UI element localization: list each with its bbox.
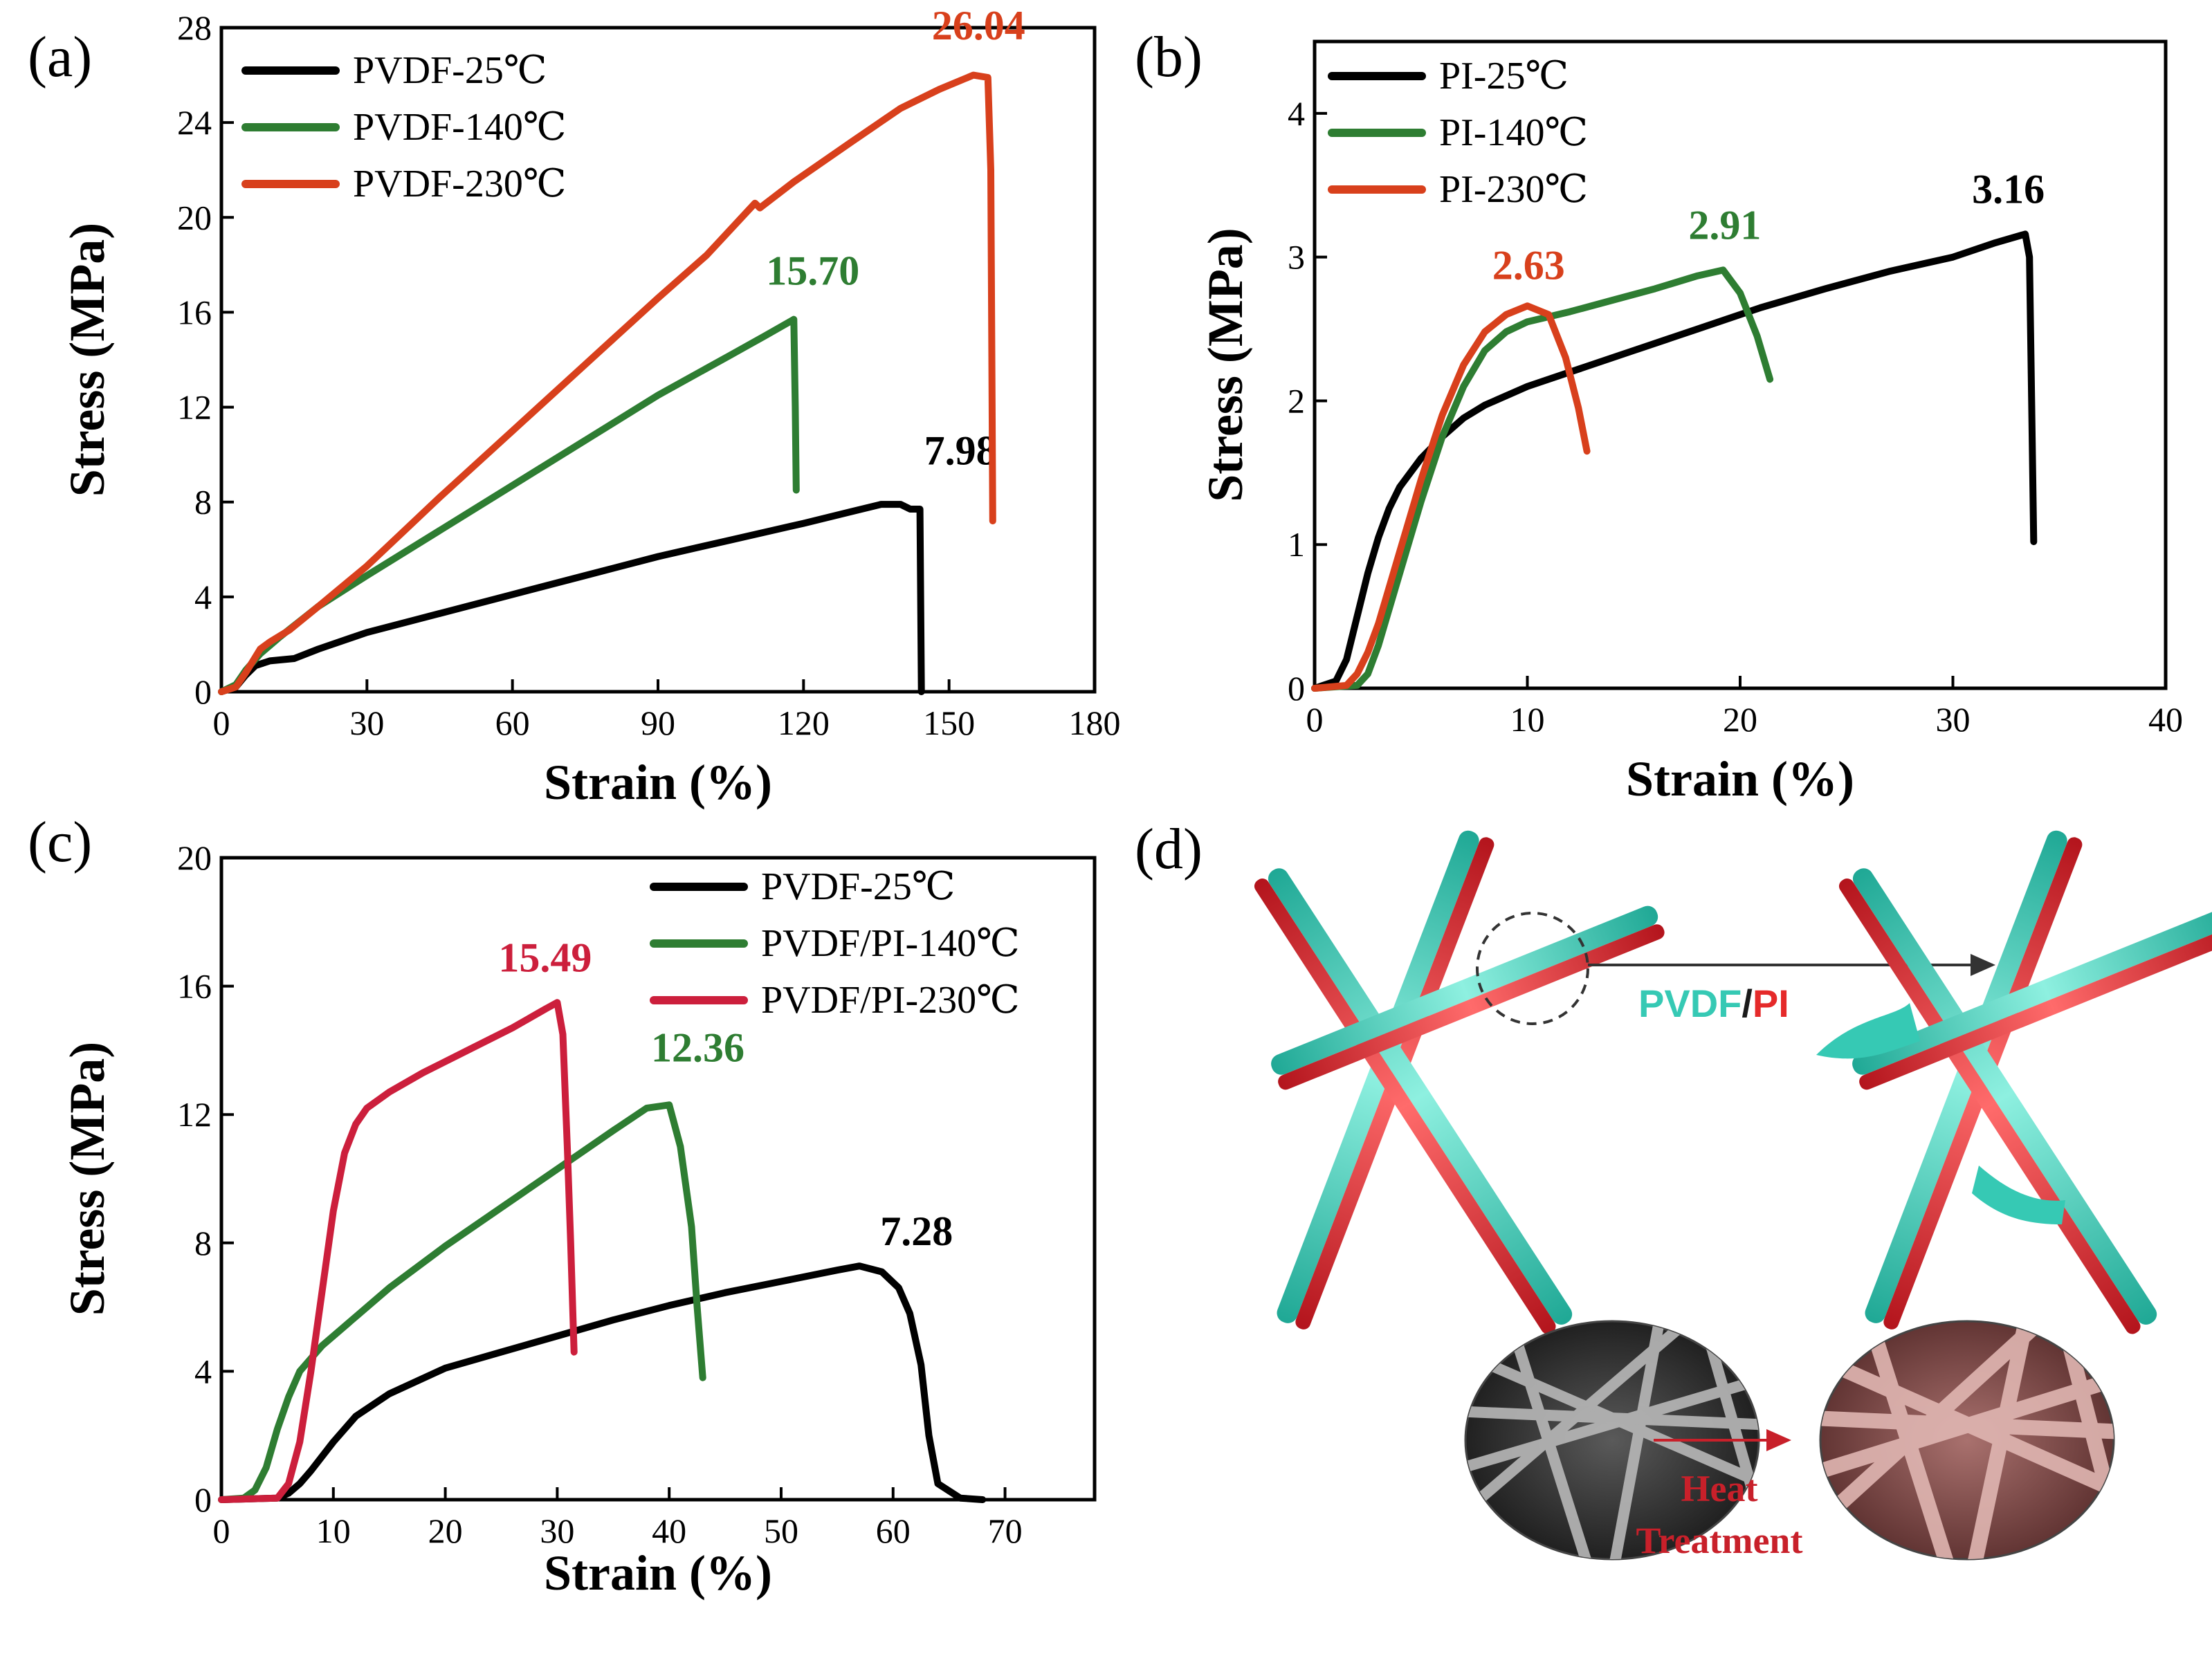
x-tick-label: 40 [652,1511,686,1550]
sem-image-before [1464,1320,1760,1561]
series-line-PVDF-25℃ [218,1262,987,1503]
x-tick-label: 60 [876,1511,911,1550]
x-tick-label: 10 [316,1511,351,1550]
y-tick-label: 24 [177,103,212,142]
y-tick-label: 16 [177,293,212,331]
panel-c-chart: (c) 0 10 20 30 40 50 60 70 0 4 8 12 16 20 Strain (%) Str… [28,810,1097,1601]
series-line-PVDF/PI-230℃ [218,999,578,1503]
y-tick-label: 8 [194,1224,212,1262]
x-tick-label: 120 [778,703,830,742]
y-tick-label: 28 [177,8,212,47]
fused-junction-lower [1972,1166,2065,1224]
sem-image-after [1819,1320,2115,1561]
x-tick-label: 20 [428,1511,463,1550]
legend-label: PI-140℃ [1439,111,1588,154]
peak-value-label: 12.36 [651,1024,744,1070]
panel-label: (c) [28,810,92,874]
y-tick-label: 4 [194,1352,212,1390]
peak-value-label: 7.28 [880,1208,953,1254]
fiber-material-label: PVDF/PI [1638,982,1789,1025]
series-line-PVDF-230℃ [218,71,996,695]
y-axis-title: Stress (MPa) [60,1042,115,1316]
legend-label: PI-25℃ [1439,55,1569,98]
x-axis-title: Strain (%) [544,1545,772,1601]
x-tick-label: 90 [641,703,675,742]
y-tick-label: 1 [1288,525,1305,564]
y-tick-label: 12 [177,1095,212,1134]
peak-value-label: 7.98 [924,427,997,473]
treatment-label: Treatment [1636,1520,1803,1561]
legend-label: PVDF/PI-230℃ [761,979,1020,1022]
legend-label: PI-230℃ [1439,168,1588,211]
series-line-PVDF/PI-140℃ [218,1101,706,1503]
series-line-PI-140℃ [1311,266,1774,692]
x-tick-label: 150 [923,703,975,742]
y-tick-label: 20 [177,838,212,877]
series-line-PVDF-25℃ [218,501,925,695]
x-axis-title: Strain (%) [544,755,772,810]
panel-a-chart: (a) 0 30 60 90 120 150 180 0 4 8 12 16 20 24 28 Strain (… [28,3,1121,810]
x-tick-label: 10 [1510,700,1545,739]
x-tick-label: 50 [764,1511,798,1550]
fibers-before-treatment [1254,830,1665,1334]
peak-value-label: 3.16 [1972,166,2045,212]
panel-d-label: (d) [1135,817,1203,881]
series-line-PVDF-140℃ [218,315,800,695]
panel-b-chart: (b) 0 10 20 30 40 0 1 2 3 4 Strain (%) Stress (MPa) 3… [1135,25,2183,807]
fibers-after-treatment [1816,830,2212,1334]
y-tick-label: 8 [194,483,212,522]
x-axis-title: Strain (%) [1626,751,1854,807]
junction-highlight-circle [1476,912,1589,1025]
y-tick-label: 3 [1288,238,1305,277]
series-line-PI-230℃ [1311,302,1591,692]
y-axis-title: Stress (MPa) [1198,228,1253,502]
heat-label: Heat [1681,1468,1758,1509]
legend-label: PVDF-140℃ [353,106,566,149]
y-tick-label: 0 [194,1480,212,1519]
x-tick-label: 0 [213,703,230,742]
x-tick-label: 70 [988,1511,1023,1550]
y-tick-label: 0 [1288,669,1305,708]
x-tick-label: 180 [1069,703,1121,742]
y-tick-label: 2 [1288,381,1305,420]
y-axis-title: Stress (MPa) [60,223,115,497]
legend-label: PVDF/PI-140℃ [761,922,1020,965]
y-tick-label: 16 [177,967,212,1006]
y-tick-label: 20 [177,198,212,237]
legend-label: PVDF-25℃ [761,865,955,908]
x-tick-label: 30 [540,1511,574,1550]
panel-label: (b) [1135,25,1203,89]
peak-value-label: 15.70 [766,248,859,294]
x-tick-label: 0 [1306,700,1324,739]
series-line-PI-25℃ [1311,230,2038,692]
panel-label: (a) [28,25,92,89]
x-tick-label: 20 [1723,700,1757,739]
y-tick-label: 12 [177,388,212,427]
x-tick-label: 30 [1936,700,1971,739]
x-tick-label: 60 [495,703,530,742]
peak-value-label: 15.49 [498,935,592,980]
plot-frame [219,856,1097,1502]
peak-value-label: 2.91 [1688,202,1761,248]
x-tick-label: 0 [213,1511,230,1550]
x-tick-label: 30 [349,703,384,742]
x-tick-label: 40 [2148,700,2183,739]
peak-value-label: 26.04 [932,3,1025,48]
legend-label: PVDF-230℃ [353,163,566,205]
legend-label: PVDF-25℃ [353,49,547,92]
fused-junction-left [1816,1003,1920,1059]
y-tick-label: 4 [1288,94,1305,133]
y-tick-label: 4 [194,578,212,616]
peak-value-label: 2.63 [1492,243,1565,288]
panel-d-schematic: (d) PVDF/PI [1135,817,2212,1561]
y-tick-label: 0 [194,672,212,711]
